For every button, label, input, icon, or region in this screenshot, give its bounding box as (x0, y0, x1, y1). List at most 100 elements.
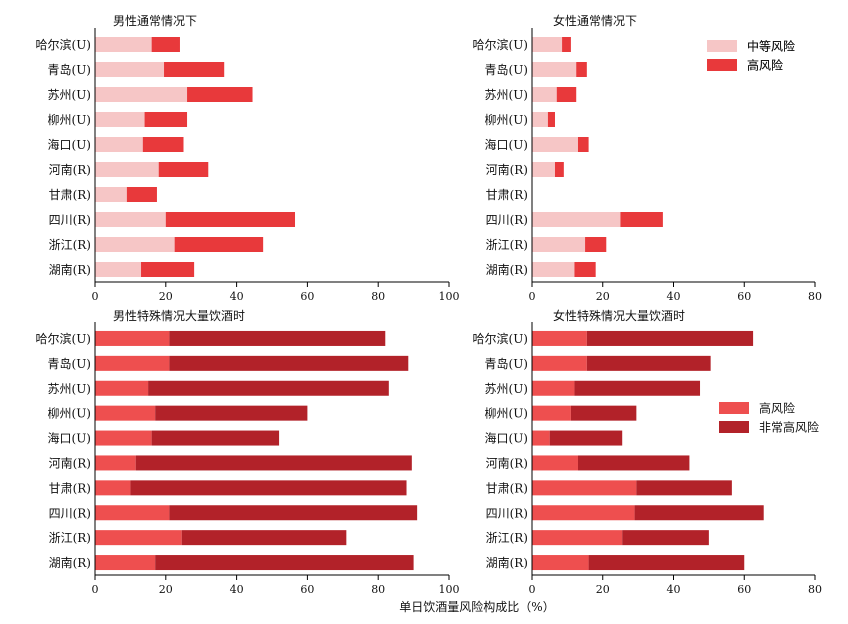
bar-segment-1 (622, 530, 709, 546)
x-tick-label: 60 (737, 583, 751, 596)
bar-segment-0 (95, 555, 156, 571)
category-label: 柳州(U) (485, 113, 528, 127)
bar-segment-0 (532, 37, 563, 52)
bar-segment-1 (547, 112, 555, 127)
legend-label: 非常高风险 (759, 420, 819, 435)
bar-segment-0 (95, 62, 165, 77)
category-label: 哈尔滨(U) (36, 331, 91, 346)
bar-segment-0 (95, 530, 182, 546)
bar-segment-1 (155, 405, 308, 421)
bar-segment-1 (130, 480, 407, 496)
x-tick-label: 40 (667, 290, 681, 303)
bar-segment-0 (532, 137, 578, 152)
category-label: 河南(R) (486, 455, 528, 470)
category-label: 哈尔滨(U) (36, 37, 91, 52)
bar-segment-0 (532, 237, 586, 252)
category-label: 浙江(R) (486, 238, 528, 252)
x-tick-label: 80 (808, 290, 822, 303)
bar-segment-0 (95, 405, 156, 421)
bar-segment-1 (158, 162, 209, 177)
category-label: 青岛(U) (485, 356, 528, 371)
panel-title-2: 男性特殊情况大量饮酒时 (113, 308, 245, 323)
x-tick-label: 20 (159, 583, 173, 596)
x-tick-label: 60 (300, 290, 314, 303)
bar-segment-1 (554, 162, 564, 177)
category-label: 甘肃(R) (49, 188, 91, 202)
bar-segment-1 (570, 405, 637, 421)
category-label: 哈尔滨(U) (473, 37, 528, 52)
category-label: 甘肃(R) (486, 481, 528, 495)
x-tick-label: 20 (596, 290, 610, 303)
bar-segment-1 (577, 455, 690, 471)
x-tick-label: 20 (596, 583, 610, 596)
bar-segment-0 (95, 430, 152, 446)
bar-segment-0 (532, 480, 637, 496)
bar-segment-1 (141, 262, 195, 277)
bar-segment-1 (148, 380, 389, 396)
x-tick-label: 0 (92, 290, 99, 303)
legend-swatch (707, 59, 737, 71)
legend-swatch (719, 421, 749, 433)
bar-segment-1 (634, 505, 764, 521)
category-label: 四川(R) (49, 506, 91, 520)
x-tick-label: 60 (300, 583, 314, 596)
bar-segment-0 (532, 380, 575, 396)
category-label: 海口(U) (485, 137, 528, 152)
category-label: 柳州(U) (48, 113, 91, 127)
bar-segment-1 (174, 237, 264, 252)
bar-segment-1 (187, 87, 253, 102)
bar-segment-0 (532, 455, 578, 471)
panel-title-3: 女性特殊情况大量饮酒时 (553, 308, 685, 323)
bar-segment-1 (144, 112, 188, 127)
legend-label: 高风险 (759, 401, 795, 416)
bar-segment-0 (532, 87, 557, 102)
bar-segment-0 (532, 262, 575, 277)
x-tick-label: 80 (371, 290, 385, 303)
category-label: 哈尔滨(U) (473, 331, 528, 346)
bar-segment-1 (151, 430, 280, 446)
x-tick-label: 100 (439, 290, 460, 303)
category-label: 青岛(U) (485, 62, 528, 77)
bar-segment-1 (620, 212, 663, 227)
bar-segment-1 (636, 480, 732, 496)
bar-segment-1 (576, 62, 587, 77)
bar-segment-0 (95, 87, 188, 102)
category-label: 四川(R) (49, 213, 91, 227)
category-label: 苏州(U) (485, 382, 528, 396)
bar-segment-1 (562, 37, 571, 52)
x-tick-label: 20 (159, 290, 173, 303)
category-label: 浙江(R) (49, 238, 91, 252)
bar-segment-1 (169, 355, 409, 371)
bar-segment-0 (532, 355, 587, 371)
bar-segment-1 (585, 237, 607, 252)
legend-label: 中等风险 (747, 39, 795, 54)
category-label: 海口(U) (48, 137, 91, 152)
x-tick-label: 40 (667, 583, 681, 596)
bar-segment-0 (532, 530, 623, 546)
legend-label: 中等风险 (747, 39, 795, 54)
category-label: 甘肃(R) (486, 188, 528, 202)
bar-segment-1 (165, 212, 296, 227)
bar-segment-1 (135, 455, 412, 471)
bar-segment-1 (169, 330, 386, 346)
category-label: 青岛(U) (48, 62, 91, 77)
category-label: 河南(R) (49, 162, 91, 177)
bar-segment-1 (164, 62, 225, 77)
bar-segment-1 (151, 37, 180, 52)
bar-segment-0 (95, 455, 136, 471)
bar-segment-0 (95, 112, 145, 127)
category-label: 湖南(R) (486, 555, 528, 570)
bar-segment-0 (95, 162, 159, 177)
x-tick-label: 80 (371, 583, 385, 596)
bar-segment-0 (95, 187, 127, 202)
bar-segment-0 (95, 237, 175, 252)
bar-segment-0 (95, 505, 170, 521)
x-tick-label: 60 (737, 290, 751, 303)
bar-segment-1 (155, 555, 414, 571)
bar-segment-0 (95, 212, 166, 227)
bar-segment-0 (532, 112, 548, 127)
bar-segment-1 (574, 380, 701, 396)
panel-title-1: 女性通常情况下 (553, 13, 637, 28)
